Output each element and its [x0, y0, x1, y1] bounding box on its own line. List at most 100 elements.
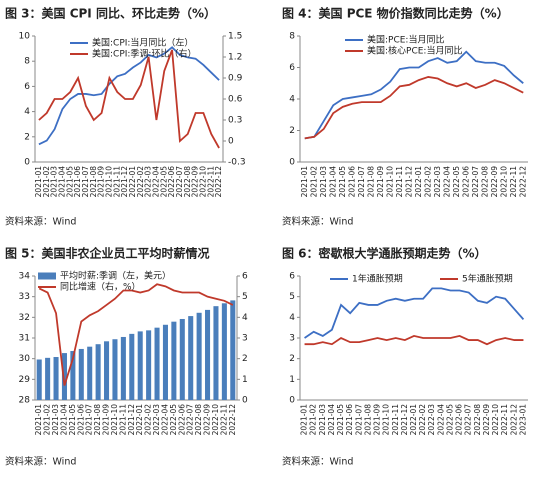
- legend-label: 美国:PCE:当月同比: [367, 34, 444, 46]
- x-tick-label: 2022-03: [144, 166, 153, 198]
- x-tick-label: 2021-08: [93, 404, 102, 436]
- bar: [45, 357, 51, 400]
- x-tick-label: 2021-03: [50, 166, 59, 198]
- x-tick-label: 2022-09: [482, 404, 491, 436]
- x-tick-label: 2022-04: [151, 166, 160, 198]
- x-tick-label: 2021-07: [357, 166, 366, 198]
- x-tick-label: 2022-03: [152, 404, 161, 436]
- x-tick-label: 2022-01: [409, 404, 418, 436]
- x-tick-label: 2021-06: [76, 404, 85, 436]
- x-tick-label: 2022-05: [452, 166, 461, 198]
- x-tick-label: 2022-06: [461, 166, 470, 198]
- x-tick-label: 2022-01: [135, 404, 144, 436]
- x-tick-label: 2022-05: [159, 166, 168, 198]
- x-tick-label: 2021-11: [112, 166, 121, 198]
- y-tick-label: 2: [289, 126, 295, 136]
- x-tick-label: 2021-08: [89, 166, 98, 198]
- line: [304, 334, 524, 346]
- y2-tick-label: 6: [242, 272, 248, 282]
- x-tick-label: 2021-07: [81, 166, 90, 198]
- y-tick-label: 33: [19, 292, 30, 302]
- x-tick-label: 2022-08: [183, 166, 192, 198]
- legend-label: 美国:CPI:季调:环比（右）: [92, 48, 196, 60]
- x-tick-label: 2022-08: [194, 404, 203, 436]
- line: [304, 76, 524, 140]
- bar: [188, 316, 194, 400]
- legend-label: 美国:核心PCE:当月同比: [367, 45, 462, 57]
- bar: [137, 331, 143, 400]
- bar: [78, 348, 84, 400]
- legend-label: 平均时薪:季调（左，美元）: [60, 270, 171, 282]
- y2-tick-label: 0.3: [228, 116, 242, 126]
- y-tick-label: 0: [24, 158, 30, 168]
- y-tick-label: 31: [19, 334, 30, 344]
- x-tick-label: 2021-08: [363, 404, 372, 436]
- x-tick-label: 2021-05: [338, 166, 347, 198]
- x-tick-label: 2022-10: [491, 404, 500, 436]
- y2-tick-label: 3: [242, 334, 248, 344]
- y2-tick-label: 1.5: [228, 32, 242, 42]
- bar: [179, 318, 185, 400]
- x-tick-label: 2022-02: [418, 404, 427, 436]
- x-tick-label: 2021-11: [391, 404, 400, 436]
- x-tick-label: 2022-06: [177, 404, 186, 436]
- y-tick-label: 6: [289, 272, 295, 282]
- y-tick-label: 34: [19, 272, 31, 282]
- x-tick-label: 2022-04: [442, 166, 451, 198]
- chart-title: 图 6：密歇根大学通胀预期走势（%）: [282, 246, 487, 261]
- y-tick-label: 6: [289, 63, 295, 73]
- x-tick-label: 2022-06: [167, 166, 176, 198]
- line: [38, 283, 234, 386]
- y-tick-label: 28: [19, 396, 31, 406]
- x-tick-label: 2022-09: [490, 166, 499, 198]
- legend-label: 5年通胀预期: [462, 273, 513, 285]
- y-tick-label: 5: [289, 292, 295, 302]
- x-tick-label: 2022-10: [499, 166, 508, 198]
- x-tick-label: 2021-06: [73, 166, 82, 198]
- y-tick-label: 6: [24, 82, 30, 92]
- x-tick-label: 2021-05: [68, 404, 77, 436]
- x-tick-label: 2021-09: [97, 166, 106, 198]
- y-tick-label: 8: [289, 32, 295, 42]
- bar: [120, 336, 126, 400]
- bar: [95, 344, 101, 400]
- x-tick-label: 2021-06: [347, 166, 356, 198]
- y-tick-label: 4: [289, 95, 295, 105]
- x-tick-label: 2021-12: [127, 404, 136, 436]
- x-tick-label: 2021-12: [400, 404, 409, 436]
- x-tick-label: 2022-04: [160, 404, 169, 436]
- bar: [36, 359, 42, 400]
- x-tick-label: 2021-05: [336, 404, 345, 436]
- bar: [87, 346, 93, 400]
- x-tick-label: 2021-09: [102, 404, 111, 436]
- y2-tick-label: 1: [242, 375, 248, 385]
- bar: [146, 330, 152, 400]
- legend-label: 同比增速（右，%）: [60, 281, 141, 293]
- bar: [129, 333, 135, 400]
- source: 资料来源：Wind: [282, 456, 353, 468]
- y-tick-label: 32: [19, 313, 30, 323]
- x-tick-label: 2021-01: [34, 404, 43, 436]
- y-tick-label: 8: [24, 57, 30, 67]
- x-tick-label: 2022-05: [445, 404, 454, 436]
- x-tick-label: 2022-10: [211, 404, 220, 436]
- x-tick-label: 2022-12: [509, 404, 518, 436]
- legend-swatch: [38, 272, 56, 280]
- y-tick-label: 1: [289, 375, 295, 385]
- x-tick-label: 2022-07: [186, 404, 195, 436]
- x-tick-label: 2021-04: [328, 166, 337, 198]
- y-tick-label: 0: [289, 158, 295, 168]
- x-tick-label: 2021-11: [118, 404, 127, 436]
- x-tick-label: 2021-02: [309, 404, 318, 436]
- x-tick-label: 2021-09: [376, 166, 385, 198]
- x-tick-label: 2021-02: [43, 404, 52, 436]
- x-tick-label: 2022-09: [191, 166, 200, 198]
- bar: [61, 353, 67, 400]
- y2-tick-label: 4: [242, 313, 248, 323]
- x-tick-label: 2022-11: [206, 166, 215, 198]
- x-tick-label: 2021-10: [104, 166, 113, 198]
- source: 资料来源：Wind: [5, 456, 76, 468]
- x-tick-label: 2022-11: [500, 404, 509, 436]
- y-tick-label: 0: [289, 396, 295, 406]
